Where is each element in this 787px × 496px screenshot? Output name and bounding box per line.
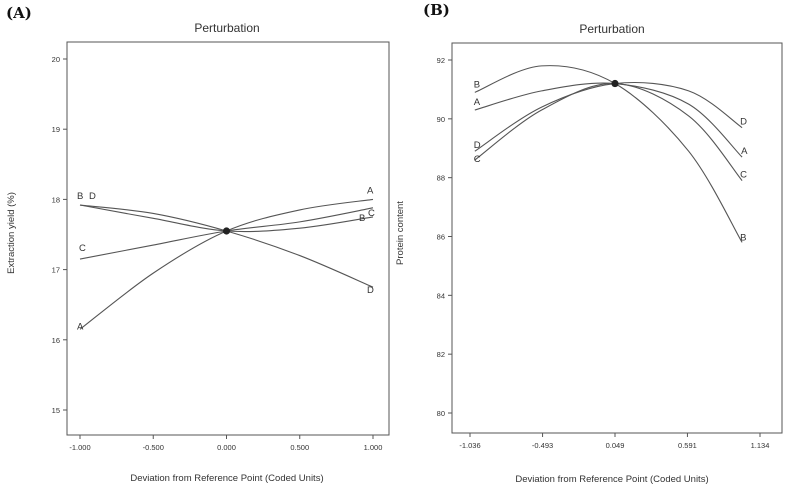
- panel-a-xtick-label: -0.500: [143, 443, 164, 452]
- panel-b-ytick-label: 82: [437, 350, 445, 359]
- panel-b-ytick-label: 92: [437, 56, 445, 65]
- panel-b-ylabel: Protein content: [395, 201, 406, 265]
- panel-b-ytick-label: 80: [437, 409, 445, 418]
- panel-a-series-label: B: [77, 191, 83, 202]
- panel-b-series-label: D: [474, 140, 481, 151]
- panel-b-ytick-label: 84: [437, 291, 445, 300]
- panel-a-frame: [66, 41, 390, 436]
- panel-a-series-d: [79, 204, 374, 288]
- panel-a-ytick-label: 15: [52, 406, 60, 415]
- panel-a-series-label: D: [367, 285, 374, 296]
- panel-b-reference-point: [611, 79, 619, 88]
- panel-a-label: (A): [6, 4, 32, 22]
- panel-a-title: Perturbation: [194, 21, 259, 35]
- panel-a-ytick-label: 17: [52, 266, 60, 275]
- panel-a-ytick-label: 20: [52, 55, 60, 64]
- panel-a-series-label: C: [79, 243, 86, 254]
- panel-a-xtick-label: 0.500: [290, 443, 309, 452]
- panel-b-series-b: [474, 65, 743, 243]
- panel-b-title: Perturbation: [579, 22, 644, 36]
- panel-b-series-label: A: [474, 97, 481, 108]
- panel-b-xlabel: Deviation from Reference Point (Coded Un…: [515, 474, 708, 485]
- panel-b-series-d: [474, 81, 743, 152]
- panel-b-xtick-label: 0.049: [606, 441, 625, 450]
- panel-b-series-label: C: [474, 154, 481, 165]
- panel-a-reference-point: [222, 227, 231, 235]
- panel-b-ytick-label: 90: [437, 115, 445, 124]
- panel-a-plot: 15 16 17 18 19 20 -1.000 -0.500 0.000 0.500 1.000 A…: [52, 55, 383, 452]
- panel-b-xtick-label: 1.134: [751, 441, 770, 450]
- panel-a-series-a: [79, 198, 374, 330]
- panel-a-ytick-label: 19: [52, 125, 60, 134]
- panel-b-xtick-label: -0.493: [532, 441, 553, 450]
- panel-a-ylabel: Extraction yield (%): [6, 192, 17, 274]
- panel-b-series-label: D: [740, 117, 747, 128]
- panel-a-ytick-label: 18: [52, 195, 60, 204]
- panel-a-series-label: C: [368, 208, 375, 219]
- panel-b-ytick-label: 86: [437, 233, 445, 242]
- panel-b-series-label: C: [740, 170, 747, 181]
- panel-b-series-label: B: [740, 232, 746, 243]
- panel-a-series-label: A: [77, 321, 84, 332]
- panel-a-xlabel: Deviation from Reference Point (Coded Un…: [130, 473, 323, 484]
- panel-b-label: (B): [423, 1, 450, 19]
- panel-a-series-label: D: [89, 191, 96, 202]
- panel-a-xtick-label: 0.000: [217, 443, 236, 452]
- panel-b-plot: 80 82 84 86 88 90 92 -1.036 -0.493 0.049 0.591 1.13…: [437, 56, 770, 450]
- panel-a-xtick-label: 1.000: [364, 443, 383, 452]
- panel-b-series-label: B: [474, 79, 480, 90]
- panel-b-frame: [451, 42, 783, 434]
- panel-b-series-a: [474, 82, 743, 158]
- panel-b-xtick-label: 0.591: [678, 441, 697, 450]
- panel-b-ytick-label: 88: [437, 174, 445, 183]
- panel-a-ytick-label: 16: [52, 336, 60, 345]
- panel-a-xtick-label: -1.000: [69, 443, 90, 452]
- panel-b-series-label: A: [741, 146, 748, 157]
- panel-a-series-label: B: [359, 213, 365, 224]
- panel-a-series-label: A: [367, 185, 374, 196]
- panel-b-xtick-label: -1.036: [459, 441, 480, 450]
